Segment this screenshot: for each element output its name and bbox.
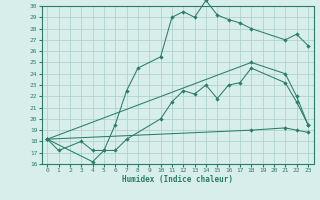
X-axis label: Humidex (Indice chaleur): Humidex (Indice chaleur) bbox=[122, 175, 233, 184]
